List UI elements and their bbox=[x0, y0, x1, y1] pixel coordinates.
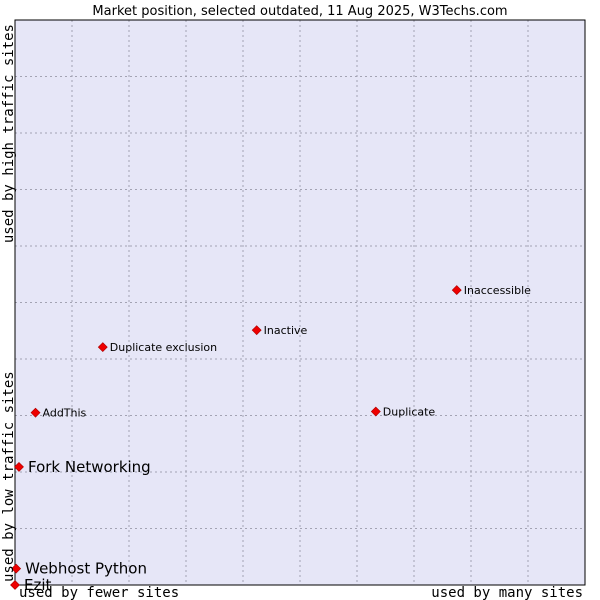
data-label: AddThis bbox=[43, 407, 87, 420]
grid bbox=[15, 20, 585, 585]
data-points bbox=[10, 285, 462, 590]
data-point bbox=[11, 563, 22, 574]
data-point bbox=[10, 580, 20, 590]
plot-border bbox=[14, 19, 586, 586]
data-label: Duplicate exclusion bbox=[110, 341, 217, 354]
data-label: Fork Networking bbox=[28, 458, 151, 476]
data-labels: Inaccessible Inactive Duplicate exclusion A… bbox=[24, 284, 531, 594]
data-label: Webhost Python bbox=[25, 560, 147, 578]
y-axis-label-top: used by high traffic sites bbox=[1, 24, 17, 243]
chart-title: Market position, selected outdated, 11 A… bbox=[92, 4, 507, 19]
data-point bbox=[30, 407, 41, 418]
data-label: Duplicate bbox=[383, 406, 436, 419]
x-axis-label-right: used by many sites bbox=[431, 585, 583, 600]
data-point bbox=[251, 325, 262, 336]
x-axis-label-left: used by fewer sites bbox=[19, 585, 179, 600]
y-axis-label-bottom: used by low traffic sites bbox=[1, 371, 17, 582]
data-label: Inactive bbox=[264, 324, 308, 337]
data-point bbox=[370, 406, 381, 417]
data-label: Ezit bbox=[24, 576, 52, 594]
data-label: Inaccessible bbox=[464, 284, 531, 297]
data-point bbox=[451, 285, 462, 295]
data-point bbox=[14, 461, 24, 472]
data-point bbox=[97, 342, 108, 353]
